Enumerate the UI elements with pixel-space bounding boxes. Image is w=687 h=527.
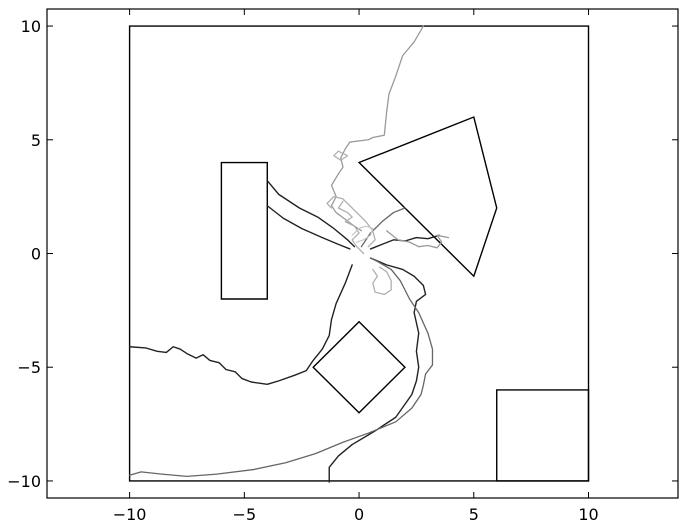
trajectory-line-12 xyxy=(372,266,392,296)
x-tick-label: −5 xyxy=(233,505,257,524)
trajectory-line-3 xyxy=(266,180,356,248)
y-tick-label: 5 xyxy=(31,131,41,150)
obstacle-triangle-right xyxy=(357,116,498,278)
x-tick-label: −10 xyxy=(113,505,147,524)
obstacle-square-bottom-right xyxy=(496,389,590,482)
trajectory-line-10 xyxy=(337,200,365,255)
obstacle-rectangle-left xyxy=(220,161,268,300)
x-tick-label: 5 xyxy=(469,505,479,524)
trajectory-line-2 xyxy=(266,205,351,250)
trajectory-line-6 xyxy=(128,257,434,478)
y-tick-label: 10 xyxy=(21,17,41,36)
plot-area xyxy=(46,8,679,499)
trajectory-line-4 xyxy=(369,234,441,250)
series-layer xyxy=(128,25,450,483)
y-tick-label: −10 xyxy=(7,472,41,491)
trajectory-line-14 xyxy=(351,225,374,243)
ticks-layer: −10 −5 0 5 10 −10 −5 0 5 10 xyxy=(7,9,678,524)
trajectory-line-8 xyxy=(330,25,424,232)
trajectory-line-1 xyxy=(128,264,353,385)
obstacle-boundary xyxy=(128,25,590,482)
y-tick-label: −5 xyxy=(17,358,41,377)
y-tick-label: 0 xyxy=(31,245,41,264)
trajectory-line-9 xyxy=(385,230,450,249)
trajectory-line-5 xyxy=(328,257,427,483)
trajectory-line-13 xyxy=(333,150,349,161)
x-tick-label: 0 xyxy=(354,505,364,524)
x-tick-label: 10 xyxy=(578,505,598,524)
obstacle-diamond-center xyxy=(312,320,406,414)
trajectory-line-11 xyxy=(326,195,376,248)
obstacles-layer xyxy=(128,25,590,482)
